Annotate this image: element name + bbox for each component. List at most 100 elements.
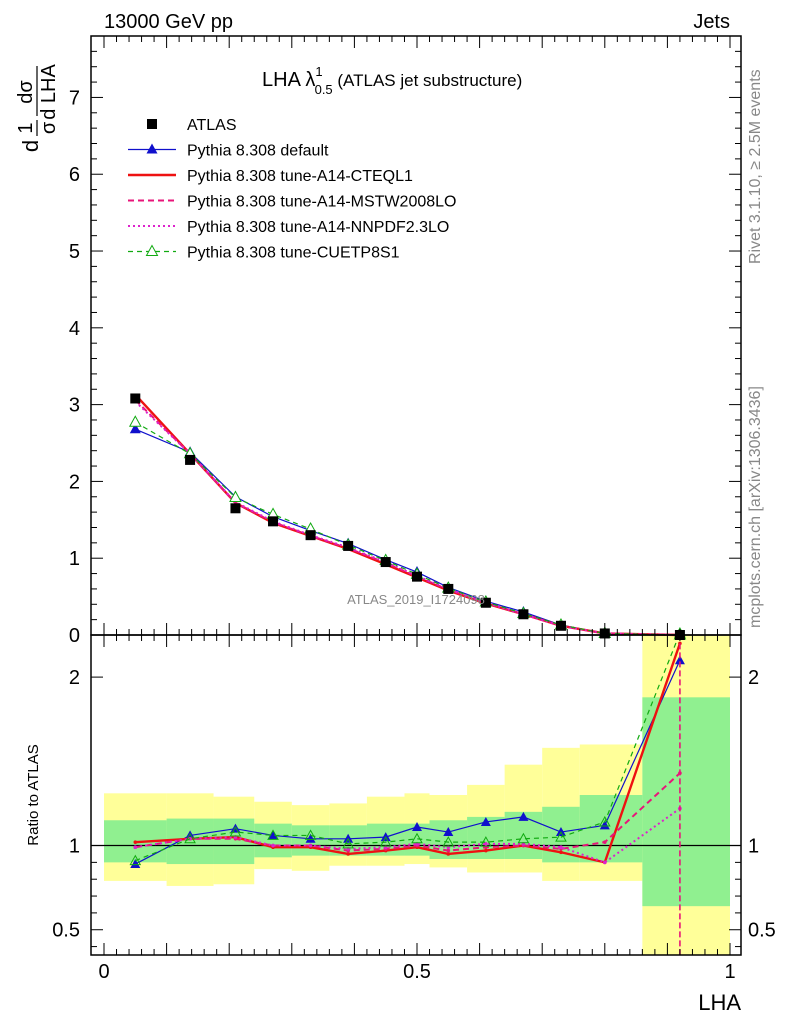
y-tick-label: 3 xyxy=(69,395,80,417)
ratio-marker xyxy=(446,848,451,853)
header-right: Jets xyxy=(693,11,730,33)
data-point xyxy=(518,609,529,620)
ratio-line xyxy=(135,772,681,852)
y-label-frac1-num: 1 xyxy=(15,122,37,133)
ratio-marker xyxy=(268,830,279,840)
legend-label: Pythia 8.308 tune-A14-MSTW2008LO xyxy=(187,194,456,211)
data-point xyxy=(130,393,141,404)
legend-label: Pythia 8.308 tune-A14-CTEQL1 xyxy=(187,168,413,185)
chart-title: LHA λ1 0.5 (ATLAS jet substructure) xyxy=(262,64,522,97)
ratio-marker xyxy=(308,843,313,848)
ratio-marker xyxy=(411,832,423,844)
ratio-marker xyxy=(230,823,241,833)
ratio-y-tick-label-right: 1 xyxy=(748,836,759,858)
y-tick-label: 6 xyxy=(69,164,80,186)
y-tick-label: 0 xyxy=(69,625,80,647)
ratio-y-tick-label-right: 2 xyxy=(748,667,759,689)
ratio-marker xyxy=(517,832,530,844)
ratio-marker xyxy=(518,811,529,821)
ratio-axis-label: Ratio to ATLAS xyxy=(25,744,42,845)
ratio-uncertainty-bands xyxy=(91,635,741,955)
y-axis-label: d 1 σ dσ d LHA xyxy=(15,64,60,153)
ratio-marker xyxy=(379,836,392,847)
data-point xyxy=(305,530,316,541)
y-tick-label: 2 xyxy=(69,471,80,493)
ratio-marker xyxy=(484,842,488,846)
data-point xyxy=(555,620,566,631)
x-tick-label: 1 xyxy=(724,961,735,983)
data-point xyxy=(380,557,391,568)
ratio-y-tick-label: 2 xyxy=(69,667,80,689)
y-label-d: d xyxy=(18,140,43,152)
band-green-bin xyxy=(642,697,730,907)
legend-label: ATLAS xyxy=(187,117,237,134)
x-tick-label: 0.5 xyxy=(403,961,431,983)
ratio-marker xyxy=(446,852,451,856)
x-axis-label: LHA xyxy=(698,990,741,1015)
ratio-marker xyxy=(480,816,491,826)
ratio-marker xyxy=(133,845,138,850)
legend-label: Pythia 8.308 default xyxy=(187,143,329,160)
y-label-frac2-num: dσ xyxy=(15,80,37,104)
legend-entry: Pythia 8.308 tune-A14-CTEQL1 xyxy=(128,168,413,185)
header-left: 13000 GeV pp xyxy=(104,11,233,33)
ratio-line xyxy=(135,632,681,862)
ratio-marker xyxy=(603,840,607,844)
ratio-marker xyxy=(555,831,567,842)
data-point xyxy=(185,454,196,465)
ratio-marker xyxy=(598,815,611,827)
legend-entry: ATLAS xyxy=(147,117,237,134)
band-green-bin xyxy=(254,823,292,858)
ratio-line xyxy=(135,660,681,865)
ratio-marker xyxy=(559,850,563,855)
series-marker xyxy=(128,415,142,427)
band-green-bin xyxy=(166,818,214,865)
y-tick-label: 5 xyxy=(69,241,80,263)
legend-entry: Pythia 8.308 tune-A14-MSTW2008LO xyxy=(128,194,456,211)
y-tick-label: 1 xyxy=(69,548,80,570)
analysis-watermark: ATLAS_2019_I1724098 xyxy=(347,592,485,607)
y-tick-label: 4 xyxy=(69,318,80,340)
legend-entry: Pythia 8.308 tune-A14-NNPDF2.3LO xyxy=(128,219,449,236)
legend-label: Pythia 8.308 tune-A14-NNPDF2.3LO xyxy=(187,219,449,236)
legend: ATLAS Pythia 8.308 default Pythia 8.308 tu… xyxy=(128,117,456,262)
x-tick-label: 0 xyxy=(98,961,109,983)
ratio-marker xyxy=(603,860,607,865)
ratio-y-tick-label: 0.5 xyxy=(52,920,80,942)
legend-swatch xyxy=(147,119,157,129)
y-label-frac1-den: σ xyxy=(38,121,60,134)
ratio-line xyxy=(135,807,681,864)
ratio-marker xyxy=(267,829,279,840)
ratio-marker xyxy=(442,836,455,847)
data-point xyxy=(343,540,354,551)
legend-entry: Pythia 8.308 default xyxy=(128,143,329,160)
ratio-marker xyxy=(599,820,610,830)
ratio-marker xyxy=(559,845,563,850)
ratio-series xyxy=(129,626,686,955)
ratio-marker xyxy=(130,859,141,869)
ratio-marker xyxy=(271,843,275,848)
ratio-marker xyxy=(484,848,488,853)
ratio-y-tick-label: 1 xyxy=(69,836,80,858)
rivet-label: Rivet 3.1.10, ≥ 2.5M events xyxy=(747,69,764,264)
y-tick-label: 7 xyxy=(69,87,80,109)
ratio-marker xyxy=(129,854,142,866)
ratio-marker xyxy=(184,832,196,844)
ratio-line xyxy=(135,643,682,864)
ratio-marker xyxy=(342,837,354,849)
series-line xyxy=(134,400,680,636)
ratio-marker xyxy=(305,833,316,843)
ratio-marker xyxy=(185,830,196,840)
legend-marker xyxy=(146,143,158,154)
legend-label: Pythia 8.308 tune-CUETP8S1 xyxy=(187,245,400,262)
mcplots-label: mcplots.cern.ch [arXiv:1306.3436] xyxy=(747,386,764,628)
ratio-marker xyxy=(443,827,454,837)
ratio-y-tick-label-right: 0.5 xyxy=(748,920,776,942)
legend-entry: Pythia 8.308 tune-CUETP8S1 xyxy=(128,244,400,262)
data-point xyxy=(412,571,422,582)
series-marker xyxy=(129,423,141,434)
legend-marker xyxy=(145,244,159,256)
series-line xyxy=(135,421,680,636)
data-point xyxy=(480,597,491,608)
